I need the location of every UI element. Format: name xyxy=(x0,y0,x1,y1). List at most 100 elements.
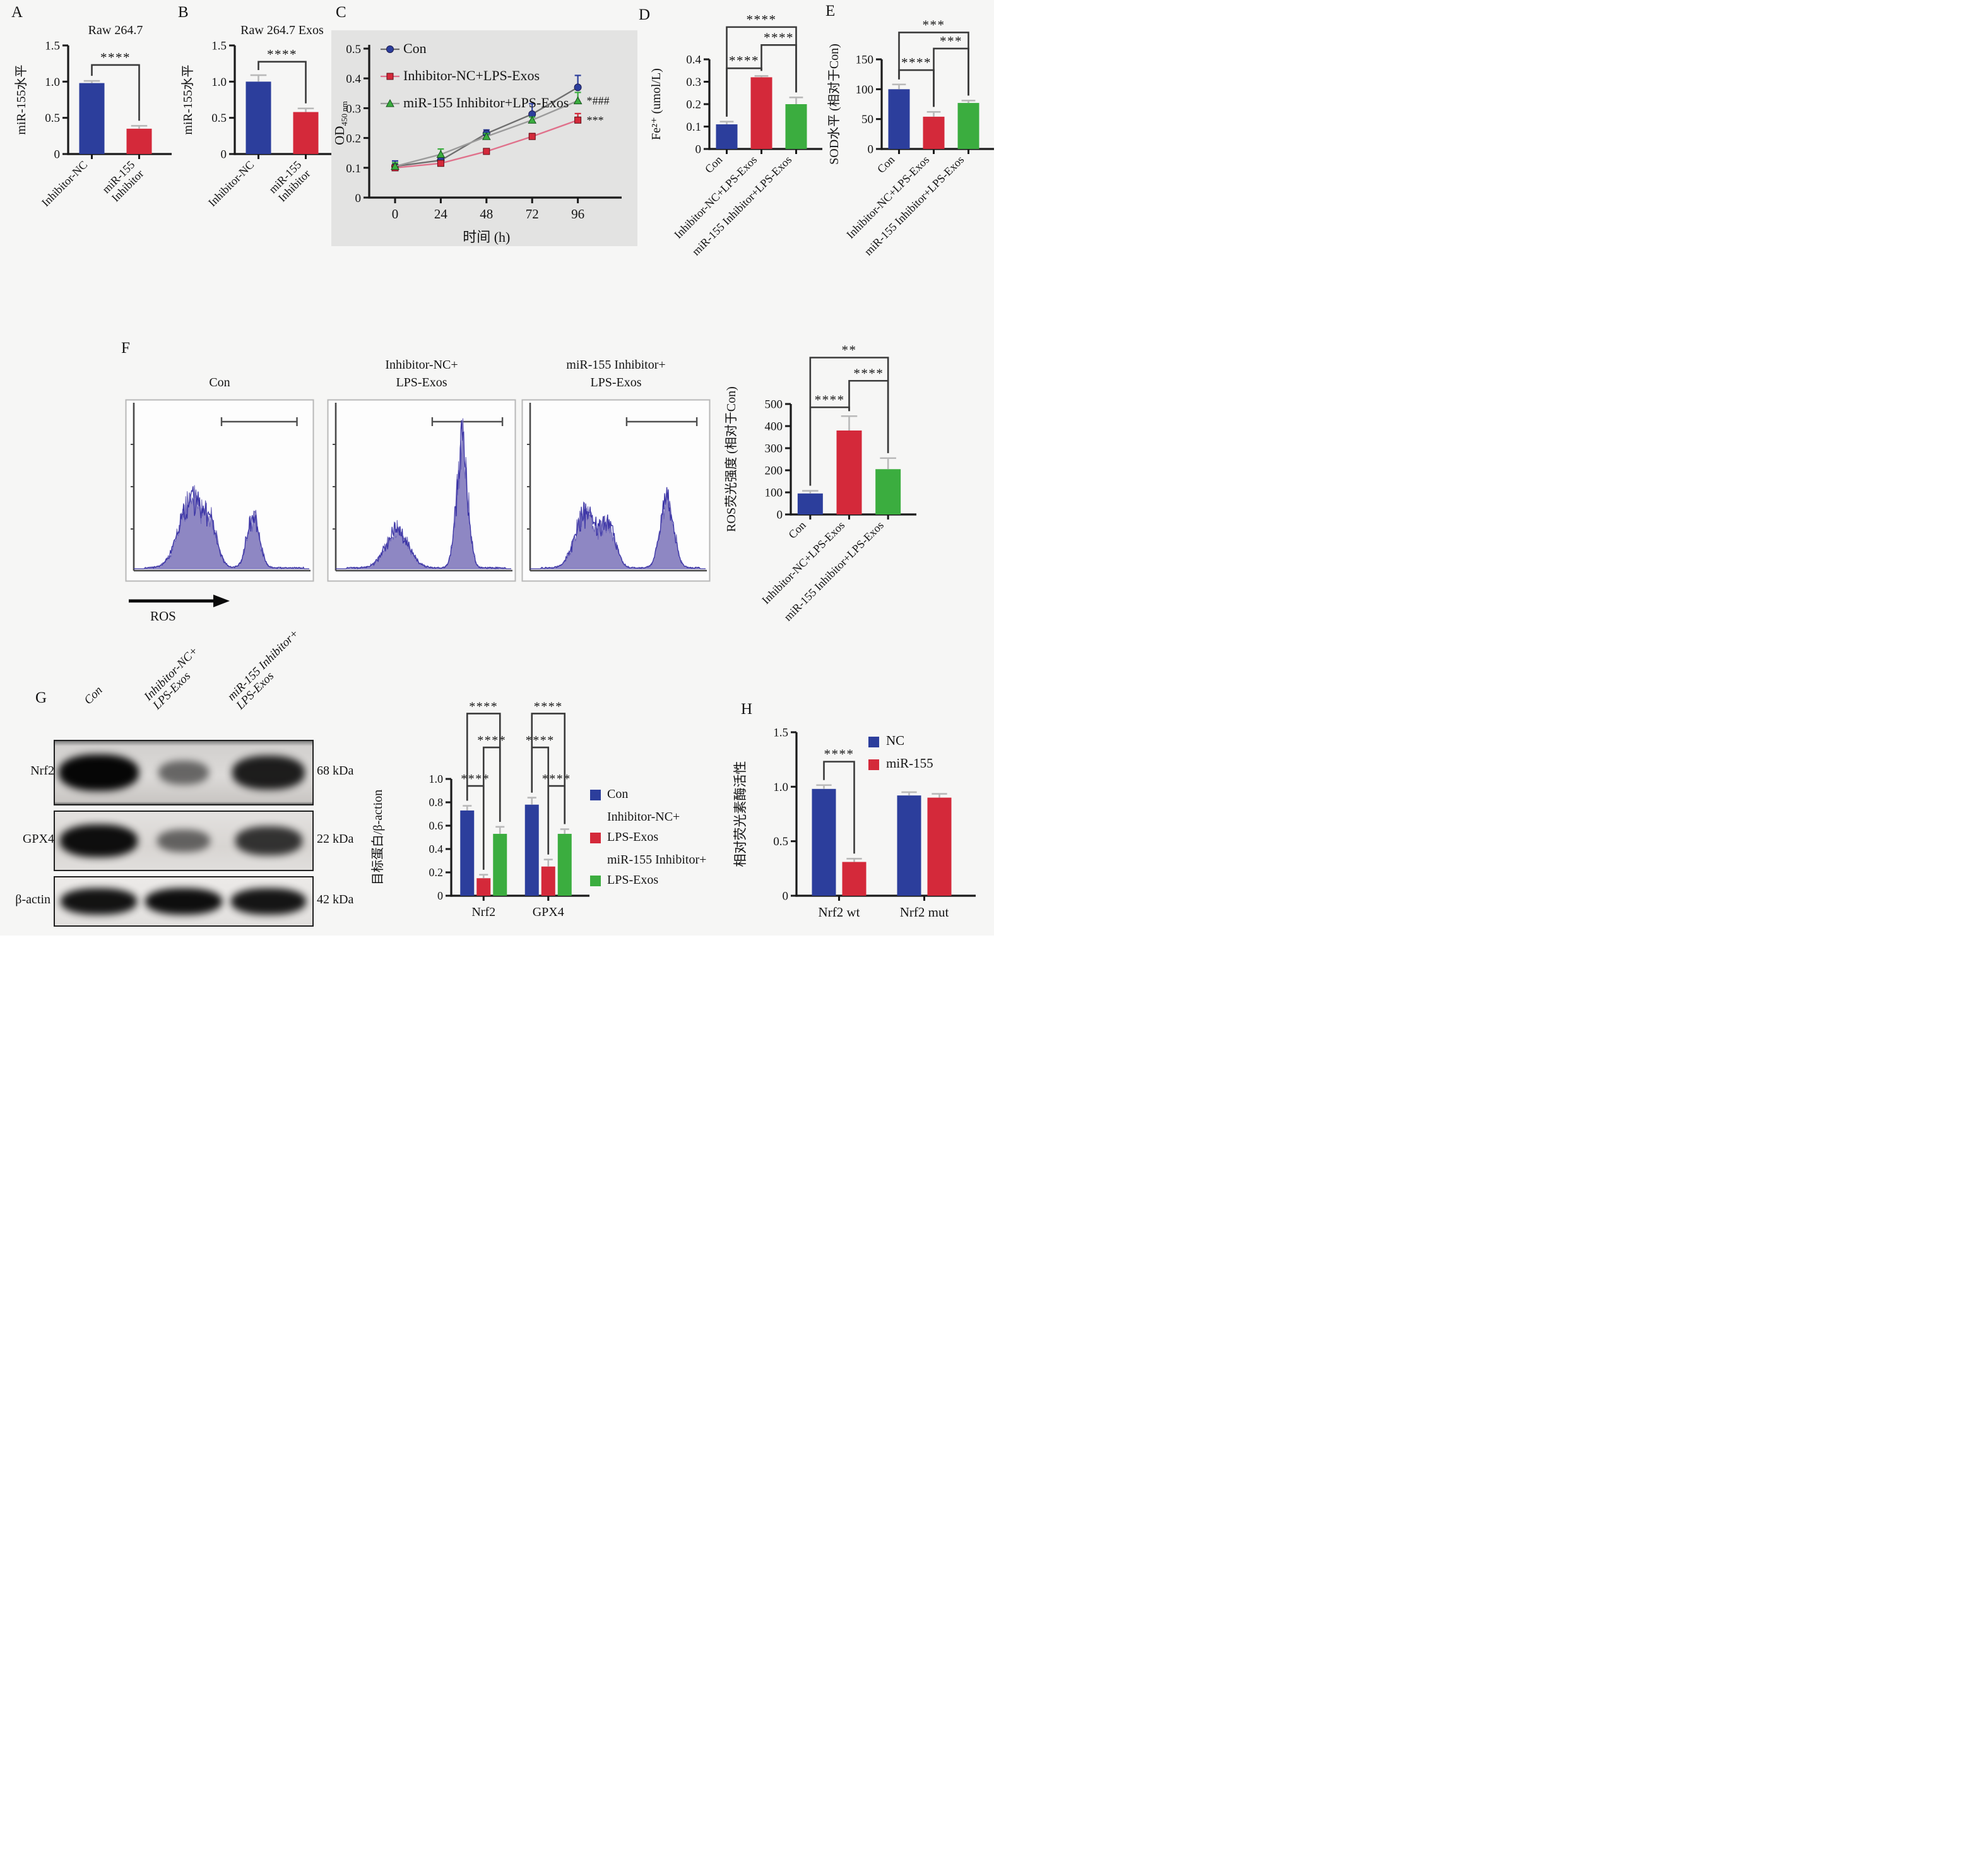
svg-text:****: **** xyxy=(461,772,490,786)
panel-b-letter: B xyxy=(178,4,189,21)
svg-text:****: **** xyxy=(901,55,932,70)
ros-axis-arrow-icon xyxy=(129,595,230,607)
svg-text:Inhibitor-NC+LPS-Exos: Inhibitor-NC+LPS-Exos xyxy=(403,68,540,83)
svg-text:目标蛋白/β-action: 目标蛋白/β-action xyxy=(370,790,385,885)
blot-size-label-42kda: 42 kDa xyxy=(317,893,354,906)
svg-text:Inhibitor-NC: Inhibitor-NC xyxy=(206,158,256,209)
panel-g-quant-bar-chart: 0 0.2 0.4 0.6 0.8 1.0 Nrf2 GPX4 **** **** **** ****… xyxy=(370,699,706,919)
western-blot-gpx4 xyxy=(54,811,314,871)
svg-text:时间 (h): 时间 (h) xyxy=(463,229,510,245)
svg-text:0.5: 0.5 xyxy=(45,112,60,125)
svg-text:50: 50 xyxy=(861,113,873,126)
svg-text:****: **** xyxy=(267,47,297,62)
blot-band xyxy=(145,888,223,915)
flow-title-nc-line1: Inhibitor-NC+ xyxy=(385,358,458,372)
blot-band xyxy=(59,824,138,857)
flow-title-con: Con xyxy=(209,376,230,389)
panel-a-letter: A xyxy=(11,4,23,21)
svg-text:200: 200 xyxy=(765,464,783,477)
svg-text:0.3: 0.3 xyxy=(686,76,701,89)
svg-text:1.0: 1.0 xyxy=(773,781,788,794)
panel-h-letter: H xyxy=(741,701,753,718)
svg-text:Con: Con xyxy=(786,519,808,541)
svg-text:100: 100 xyxy=(765,486,783,499)
svg-text:0: 0 xyxy=(221,148,227,161)
svg-text:*###: *### xyxy=(587,95,610,107)
svg-text:Nrf2 mut: Nrf2 mut xyxy=(900,905,949,920)
blot-size-label-68kda: 68 kDa xyxy=(317,764,354,778)
svg-text:Raw 264.7: Raw 264.7 xyxy=(88,23,143,37)
panel-g-letter: G xyxy=(35,689,47,706)
svg-text:0.4: 0.4 xyxy=(346,73,361,86)
ros-axis-label: ROS xyxy=(150,609,176,624)
svg-text:相对荧光素酶活性: 相对荧光素酶活性 xyxy=(733,761,748,867)
svg-text:0: 0 xyxy=(868,143,874,156)
svg-text:****: **** xyxy=(100,50,131,65)
svg-text:OD450 nm: OD450 nm xyxy=(332,101,349,145)
panel-e-bar-chart: 050100150ConInhibitor-NC+LPS-ExosmiR-155… xyxy=(827,17,994,258)
svg-text:100: 100 xyxy=(856,83,874,97)
svg-text:0: 0 xyxy=(54,148,61,161)
svg-text:0.8: 0.8 xyxy=(429,796,444,809)
western-blot-actin xyxy=(54,876,314,927)
blot-protein-label-gpx4: GPX4 xyxy=(22,832,54,846)
figure-canvas: A B C D E F G H 0 0.5 1.0 1.5 Inhibitor-NC mi… xyxy=(0,0,994,936)
blot-size-label-22kda: 22 kDa xyxy=(317,832,354,846)
svg-text:miR-155 Inhibitor+: miR-155 Inhibitor+ xyxy=(607,853,706,867)
blot-band xyxy=(232,756,305,790)
blot-band xyxy=(157,829,210,853)
blot-band xyxy=(231,888,307,915)
svg-text:NC: NC xyxy=(886,733,904,748)
svg-text:LPS-Exos: LPS-Exos xyxy=(607,873,658,887)
svg-text:****: **** xyxy=(824,747,855,762)
svg-text:****: **** xyxy=(853,365,884,381)
blot-band xyxy=(158,760,210,785)
svg-text:**: ** xyxy=(842,343,857,358)
svg-text:400: 400 xyxy=(765,420,783,433)
svg-text:Raw 264.7 Exos: Raw 264.7 Exos xyxy=(240,23,324,37)
svg-text:Con: Con xyxy=(875,153,897,175)
svg-text:****: **** xyxy=(477,734,506,747)
svg-text:miR-155: miR-155 xyxy=(886,756,933,771)
flow-histogram-mir155 xyxy=(521,399,711,582)
blot-band xyxy=(235,826,302,855)
svg-text:0: 0 xyxy=(777,508,783,521)
svg-text:0.1: 0.1 xyxy=(346,162,361,175)
svg-text:SOD水平 (相对于Con): SOD水平 (相对于Con) xyxy=(827,44,841,165)
svg-text:Con: Con xyxy=(403,40,427,56)
svg-text:ROS荧光强度 (相对于Con): ROS荧光强度 (相对于Con) xyxy=(724,386,738,532)
svg-text:LPS-Exos: LPS-Exos xyxy=(607,830,658,844)
svg-text:1.5: 1.5 xyxy=(773,726,788,739)
panel-e-letter: E xyxy=(825,3,836,20)
svg-text:***: *** xyxy=(923,17,945,32)
svg-text:****: **** xyxy=(542,772,571,786)
svg-text:****: **** xyxy=(747,12,777,27)
svg-text:Inhibitor-NC: Inhibitor-NC xyxy=(39,158,90,209)
svg-text:150: 150 xyxy=(856,53,874,66)
flow-histogram-inhibitor-nc xyxy=(327,399,516,582)
svg-text:1.5: 1.5 xyxy=(211,39,227,52)
svg-text:48: 48 xyxy=(480,206,493,222)
svg-text:300: 300 xyxy=(765,442,783,455)
svg-text:0.1: 0.1 xyxy=(686,121,701,134)
svg-text:miR-155水平: miR-155水平 xyxy=(180,64,195,134)
panel-h-bar-chart: 0 0.5 1.0 1.5 Nrf2 wt Nrf2 mut **** 相对荧光素酶活性 NC m… xyxy=(733,726,976,920)
svg-text:0: 0 xyxy=(392,206,399,222)
western-blot-nrf2 xyxy=(54,740,314,805)
svg-text:miR-155水平: miR-155水平 xyxy=(14,64,28,134)
svg-text:0.5: 0.5 xyxy=(773,835,788,848)
svg-text:****: **** xyxy=(469,699,498,713)
svg-text:miR-155 Inhibitor+LPS-Exos: miR-155 Inhibitor+LPS-Exos xyxy=(403,95,569,110)
svg-text:0.6: 0.6 xyxy=(429,819,444,832)
flow-title-mir-line1: miR-155 Inhibitor+ xyxy=(566,358,666,372)
svg-text:0: 0 xyxy=(695,143,702,156)
svg-text:1.0: 1.0 xyxy=(45,76,60,89)
panel-c-letter: C xyxy=(336,4,346,21)
svg-text:****: **** xyxy=(729,53,759,68)
svg-text:0: 0 xyxy=(437,889,443,902)
svg-text:Con: Con xyxy=(702,153,725,175)
svg-text:***: *** xyxy=(940,33,962,49)
svg-text:GPX4: GPX4 xyxy=(533,905,564,919)
